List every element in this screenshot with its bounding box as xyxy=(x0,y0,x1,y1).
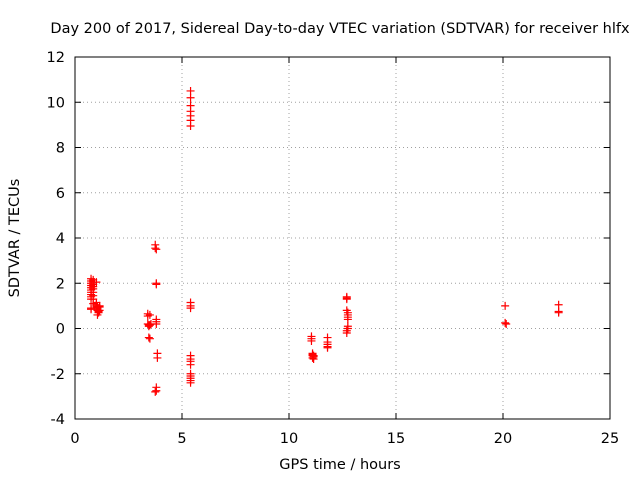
data-point xyxy=(186,93,195,102)
data-point xyxy=(186,360,195,369)
data-point xyxy=(152,386,161,395)
data-point xyxy=(342,329,351,338)
data-point xyxy=(502,319,511,328)
data-point xyxy=(343,315,352,324)
x-tick-label: 0 xyxy=(70,431,79,447)
y-tick-label: 0 xyxy=(56,322,65,338)
data-point xyxy=(95,306,104,315)
data-point xyxy=(152,280,161,289)
data-point xyxy=(307,336,316,345)
data-point xyxy=(145,321,154,330)
data-point xyxy=(554,308,563,317)
x-tick-label: 10 xyxy=(280,431,298,447)
y-tick-label: 10 xyxy=(47,95,65,111)
y-tick-label: -2 xyxy=(51,367,65,383)
data-point xyxy=(323,343,332,352)
data-point xyxy=(501,318,510,327)
y-tick-label: 8 xyxy=(56,141,65,157)
data-point xyxy=(501,301,510,310)
data-point xyxy=(93,310,102,319)
data-point xyxy=(145,334,154,343)
data-point xyxy=(342,295,351,304)
grid xyxy=(75,57,610,419)
y-tick-label: 4 xyxy=(56,231,65,247)
y-tick-label: 6 xyxy=(56,186,65,202)
x-tick-label: 5 xyxy=(177,431,186,447)
x-tick-label: 20 xyxy=(494,431,512,447)
data-point xyxy=(152,245,161,254)
data-point xyxy=(145,310,154,319)
chart-title: Day 200 of 2017, Sidereal Day-to-day VTE… xyxy=(50,21,630,37)
data-point xyxy=(144,333,153,342)
x-tick-label: 15 xyxy=(387,431,405,447)
data-point xyxy=(309,355,318,364)
axis-ticks: 0 5 10 15 20 25 -4 -2 0 2 4 6 8 10 12 xyxy=(47,50,620,447)
data-point xyxy=(186,304,195,313)
data-point xyxy=(151,387,160,396)
data-points xyxy=(87,86,563,396)
y-tick-label: 2 xyxy=(56,276,65,292)
x-tick-label: 25 xyxy=(601,431,619,447)
data-point xyxy=(152,319,161,328)
data-point xyxy=(554,300,563,309)
y-axis-label: SDTVAR / TECUs xyxy=(7,179,23,298)
data-point xyxy=(186,378,195,387)
data-point xyxy=(153,353,162,362)
data-point xyxy=(151,244,160,253)
x-axis-label: GPS time / hours xyxy=(279,457,400,473)
data-point xyxy=(92,278,101,287)
data-point xyxy=(186,86,195,95)
y-tick-label: -4 xyxy=(51,412,65,428)
y-tick-label: 12 xyxy=(47,50,65,66)
data-point xyxy=(186,122,195,131)
